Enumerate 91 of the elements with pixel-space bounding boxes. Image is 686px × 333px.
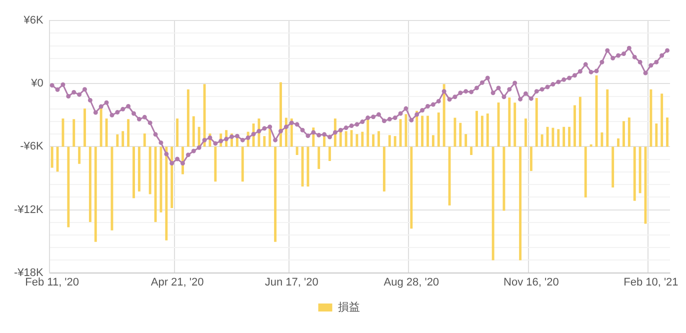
bar <box>568 126 571 147</box>
bar <box>84 108 86 147</box>
bar <box>508 98 511 147</box>
bar <box>122 131 124 147</box>
bar <box>62 118 64 147</box>
bar <box>127 119 130 147</box>
bar <box>574 105 576 147</box>
bar <box>263 136 266 147</box>
bar <box>186 89 190 147</box>
bar <box>148 146 152 194</box>
x-tick-label: Jun 17, '20 <box>264 276 318 288</box>
bar <box>476 110 478 147</box>
bar <box>557 129 560 147</box>
x-tick-label: Feb 10, '21 <box>624 276 678 288</box>
y-tick-label: ¥0 <box>30 78 44 90</box>
bar <box>50 146 54 168</box>
bar <box>600 132 604 147</box>
bar <box>633 146 636 201</box>
bar <box>486 113 489 147</box>
bar <box>502 146 506 211</box>
bar <box>464 134 468 147</box>
x-tick-label: Feb 11, '20 <box>25 276 80 288</box>
bar <box>165 146 168 240</box>
bar <box>562 126 566 147</box>
bar <box>372 134 375 147</box>
bar <box>280 82 282 147</box>
bar <box>426 116 429 147</box>
bar <box>88 146 92 222</box>
bar <box>492 146 494 260</box>
y-tick-label: -¥18K <box>14 266 44 279</box>
bar <box>442 84 446 147</box>
bar <box>410 146 413 229</box>
bar <box>394 136 396 147</box>
bar <box>514 102 516 147</box>
bar <box>470 146 473 155</box>
bar <box>382 146 386 192</box>
x-tick-label: Nov 16, '20 <box>504 276 559 288</box>
bar <box>160 146 162 212</box>
bar <box>530 146 532 171</box>
x-tick-label: Aug 28, '20 <box>384 276 440 288</box>
bar <box>132 146 135 198</box>
bar <box>612 146 614 188</box>
bar <box>78 146 81 164</box>
bar <box>524 118 527 147</box>
bar <box>552 128 554 147</box>
bar <box>437 112 440 147</box>
bar <box>650 89 652 147</box>
bar <box>138 146 140 192</box>
bar <box>454 118 456 147</box>
bar <box>378 131 380 147</box>
bar <box>318 146 320 169</box>
bar <box>638 146 642 194</box>
bar <box>361 132 364 147</box>
y-tick-label: ¥6K <box>22 14 44 27</box>
bar <box>143 133 146 147</box>
bar <box>274 146 277 242</box>
bar <box>241 146 244 182</box>
bar <box>655 123 658 147</box>
bar <box>660 94 664 147</box>
bar <box>176 118 179 147</box>
bar <box>296 146 298 155</box>
bar <box>459 122 462 147</box>
y-tick-label: -¥12K <box>14 204 44 216</box>
bar <box>519 146 522 260</box>
bar <box>404 114 408 147</box>
bar <box>67 146 70 228</box>
bar <box>110 146 114 230</box>
bar <box>540 134 544 147</box>
bar <box>628 117 630 147</box>
bar <box>306 146 310 187</box>
bar <box>606 89 609 147</box>
bar <box>116 134 119 147</box>
bar <box>535 98 538 147</box>
y-tick-label: -¥6K <box>20 140 44 153</box>
legend-label: 損益 <box>338 302 360 314</box>
bar <box>72 119 76 147</box>
bar <box>328 146 331 161</box>
bar <box>622 121 625 147</box>
bar <box>584 146 587 198</box>
x-tick-label: Apr 21, '20 <box>150 276 204 288</box>
bar <box>192 116 195 147</box>
bar <box>432 135 434 147</box>
bar <box>94 146 97 242</box>
bar <box>617 138 620 147</box>
bar <box>388 135 391 147</box>
bar <box>480 116 484 147</box>
bar <box>356 134 358 147</box>
bar <box>170 146 174 208</box>
bar <box>421 116 424 147</box>
bar <box>578 96 582 147</box>
bar <box>666 117 669 147</box>
